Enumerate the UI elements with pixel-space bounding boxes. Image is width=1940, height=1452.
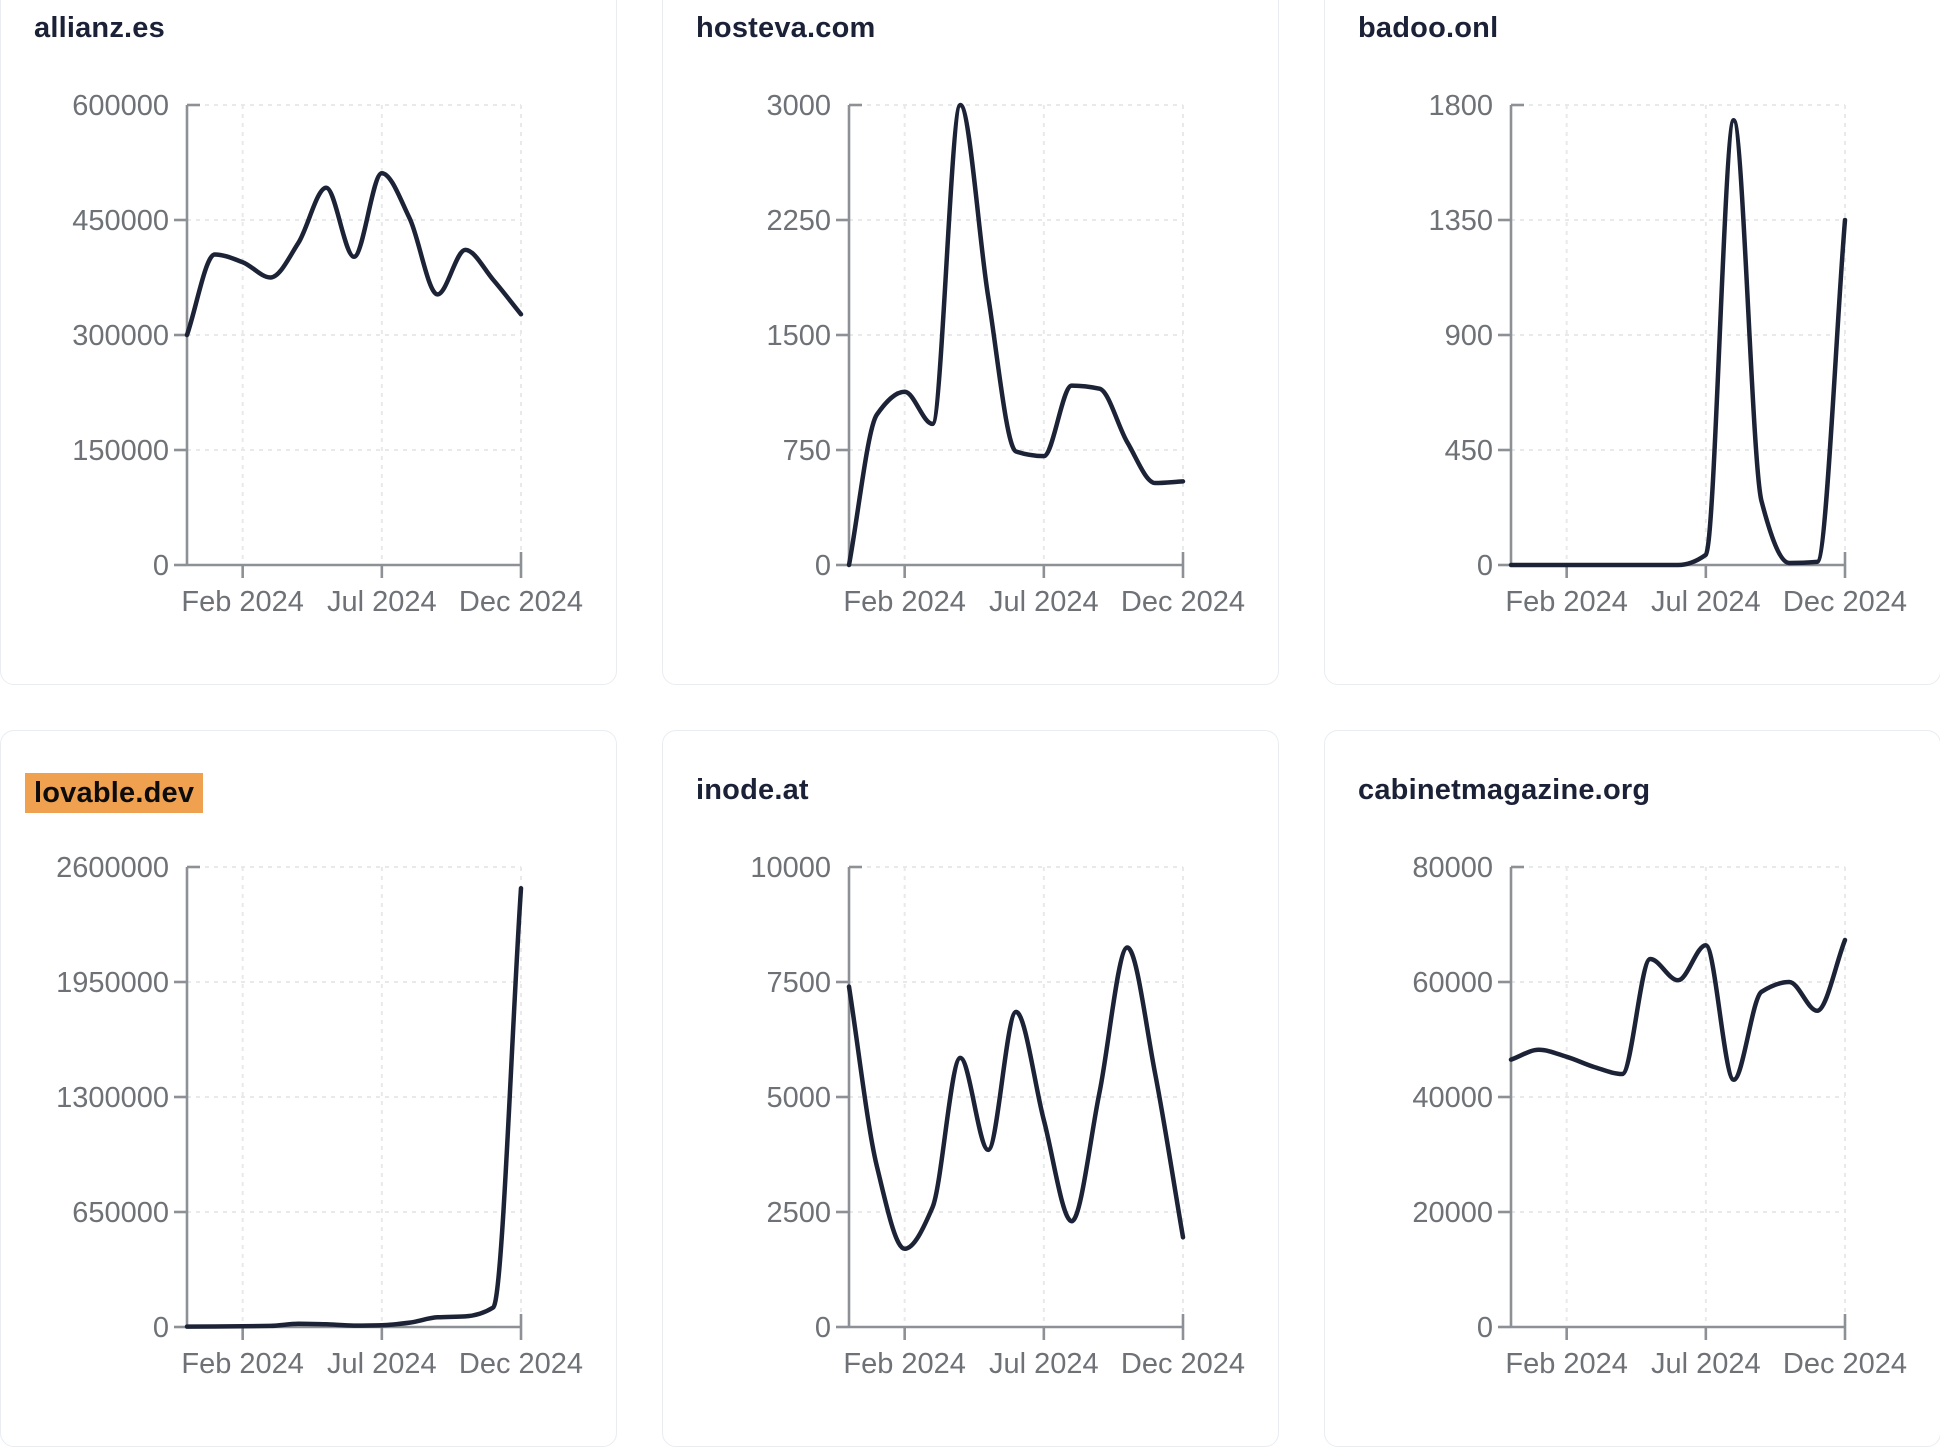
x-tick-label: Feb 2024	[843, 586, 966, 618]
traffic-series-line	[1508, 118, 1848, 568]
y-tick-label: 0	[1477, 550, 1493, 582]
traffic-series-line	[1508, 937, 1848, 1083]
domain-title: cabinetmagazine.org	[1358, 774, 1651, 806]
y-tick-label: 5000	[766, 1082, 831, 1114]
y-tick-label: 60000	[1412, 967, 1493, 999]
card-title-row: cabinetmagazine.org	[1358, 773, 1940, 807]
y-tick-label: 450	[1445, 435, 1493, 467]
x-tick-label: Dec 2024	[459, 586, 583, 618]
card-title-row: hosteva.com	[696, 11, 1278, 45]
y-tick-label: 0	[153, 1312, 169, 1344]
traffic-line-chart: 0 150000 300000 450000 600000 Feb 2024 Jul 202…	[72, 90, 583, 618]
domain-card-allianz: allianz.es 0 150000 300000 450000 600000 Feb …	[0, 0, 617, 685]
traffic-series-line	[184, 170, 524, 338]
card-title-row: inode.at	[696, 773, 1278, 807]
domain-card-lovable: lovable.dev 0 650000 1300000 1950000 2600000…	[0, 730, 617, 1447]
y-tick-label: 0	[1477, 1312, 1493, 1344]
y-tick-label: 20000	[1412, 1197, 1493, 1229]
traffic-series-line	[846, 102, 1186, 568]
x-tick-label: Jul 2024	[1651, 586, 1761, 618]
x-tick-label: Feb 2024	[181, 586, 304, 618]
y-tick-label: 900	[1445, 320, 1493, 352]
x-tick-label: Jul 2024	[327, 1348, 437, 1380]
domain-card-badoo: badoo.onl 0 450 900 1350 1800 Feb 2024 Jul 202…	[1324, 0, 1940, 685]
traffic-line-chart: 0 2500 5000 7500 10000 Feb 2024 Jul 2024 Dec 20…	[750, 852, 1245, 1380]
card-title-row: badoo.onl	[1358, 11, 1940, 45]
x-tick-label: Feb 2024	[843, 1348, 966, 1380]
traffic-series-line	[846, 945, 1186, 1252]
y-tick-label: 1300000	[56, 1082, 169, 1114]
x-tick-label: Jul 2024	[1651, 1348, 1761, 1380]
x-tick-label: Dec 2024	[1121, 586, 1245, 618]
traffic-line-chart: 0 750 1500 2250 3000 Feb 2024 Jul 2024 Dec 2024	[766, 90, 1245, 618]
domain-title: hosteva.com	[696, 12, 876, 44]
y-tick-label: 1950000	[56, 967, 169, 999]
traffic-series-line	[184, 885, 524, 1329]
y-tick-label: 2250	[766, 205, 831, 237]
y-tick-label: 0	[153, 550, 169, 582]
y-tick-label: 80000	[1412, 852, 1493, 884]
x-tick-label: Feb 2024	[1505, 586, 1628, 618]
y-tick-label: 1800	[1428, 90, 1493, 122]
card-title-row: allianz.es	[34, 11, 616, 45]
x-tick-label: Dec 2024	[459, 1348, 583, 1380]
x-tick-label: Jul 2024	[989, 586, 1099, 618]
y-tick-label: 650000	[72, 1197, 169, 1229]
y-tick-label: 0	[815, 550, 831, 582]
card-title-row: lovable.dev	[25, 773, 616, 813]
x-tick-label: Jul 2024	[327, 586, 437, 618]
domain-card-cabinetmagazine: cabinetmagazine.org 0 20000 40000 60000 8000…	[1324, 730, 1940, 1447]
y-tick-label: 0	[815, 1312, 831, 1344]
y-tick-label: 1500	[766, 320, 831, 352]
y-tick-label: 3000	[766, 90, 831, 122]
x-tick-label: Dec 2024	[1783, 1348, 1907, 1380]
domain-title: badoo.onl	[1358, 12, 1499, 44]
y-tick-label: 7500	[766, 967, 831, 999]
domain-title: allianz.es	[34, 12, 165, 44]
y-tick-label: 600000	[72, 90, 169, 122]
domain-title: inode.at	[696, 774, 809, 806]
traffic-line-chart: 0 650000 1300000 1950000 2600000 Feb 2024 Jul …	[56, 852, 583, 1380]
y-tick-label: 300000	[72, 320, 169, 352]
x-tick-label: Feb 2024	[1505, 1348, 1628, 1380]
x-tick-label: Dec 2024	[1121, 1348, 1245, 1380]
y-tick-label: 750	[783, 435, 831, 467]
traffic-line-chart: 0 20000 40000 60000 80000 Feb 2024 Jul 2024 Dec…	[1412, 852, 1907, 1380]
y-tick-label: 2500	[766, 1197, 831, 1229]
y-tick-label: 1350	[1428, 205, 1493, 237]
domain-title-highlighted: lovable.dev	[25, 773, 204, 813]
y-tick-label: 2600000	[56, 852, 169, 884]
domain-card-hosteva: hosteva.com 0 750 1500 2250 3000 Feb 2024 Jul …	[662, 0, 1279, 685]
x-tick-label: Dec 2024	[1783, 586, 1907, 618]
y-tick-label: 10000	[750, 852, 831, 884]
y-tick-label: 450000	[72, 205, 169, 237]
domain-card-inode: inode.at 0 2500 5000 7500 10000 Feb 2024 Jul 2…	[662, 730, 1279, 1447]
x-tick-label: Feb 2024	[181, 1348, 304, 1380]
y-tick-label: 150000	[72, 435, 169, 467]
x-tick-label: Jul 2024	[989, 1348, 1099, 1380]
y-tick-label: 40000	[1412, 1082, 1493, 1114]
traffic-line-chart: 0 450 900 1350 1800 Feb 2024 Jul 2024 Dec 2024	[1428, 90, 1907, 618]
